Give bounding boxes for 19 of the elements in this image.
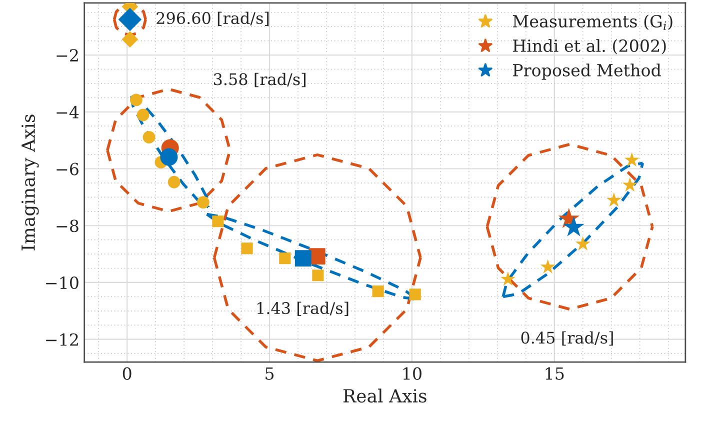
y-tick-label: −12 [46,333,78,346]
annotation: 3.58 [rad/s] [214,72,306,88]
legend-label: Hindi et al. (2002) [513,39,666,54]
x-tick-label: 0 [122,367,132,380]
y-tick-label: −2 [56,48,78,62]
y-tick-label: −6 [56,162,78,176]
legend-label: Proposed Method [513,64,661,80]
y-tick-label: −8 [56,220,78,232]
annotation: 1.43 [rad/s] [257,302,348,316]
x-axis-title: Real Axis [343,388,426,403]
x-tick-label: 15 [546,367,564,380]
y-tick-label: −4 [56,106,79,118]
x-tick-label: 10 [403,367,422,380]
legend-label: Measurements (G$_{i}$) [512,14,672,30]
annotation: 296.60 [rad/s] [156,12,269,26]
x-tick-label: 5 [266,367,274,380]
annotation: 0.45 [rad/s] [521,331,613,346]
y-tick-label: −10 [46,276,78,290]
y-axis-title: Imaginary Axis [21,114,39,250]
